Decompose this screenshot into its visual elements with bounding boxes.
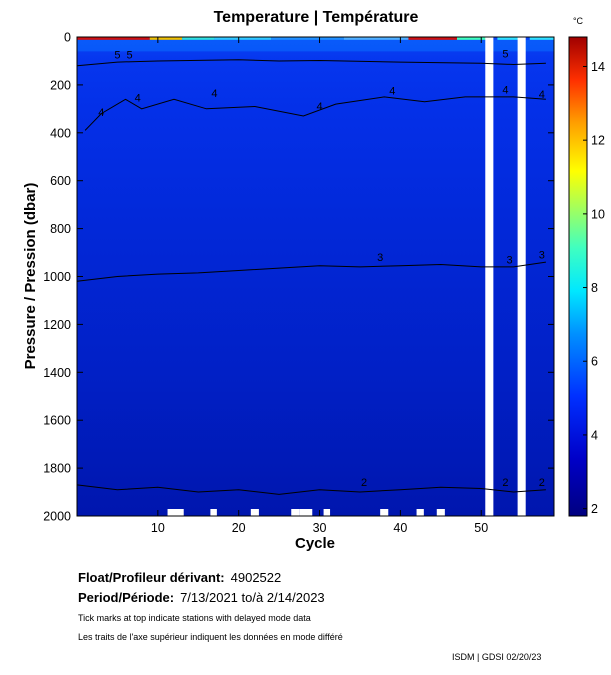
colorbar-tick-label: 12 [591,134,605,148]
delayed-mode-note-en: Tick marks at top indicate stations with… [78,613,311,623]
colorbar-tick-label: 8 [591,281,598,295]
x-tick-label: 40 [393,521,407,535]
surface-band [271,37,344,40]
y-tick-label: 2000 [43,510,71,524]
colorbar-tick-label: 4 [591,428,598,442]
contour-label: 3 [377,252,383,264]
period-line: Period/Période: 7/13/2021 to/à 2/14/2023 [78,590,325,605]
plot-area: 5 544 444 4 453 3 32 2 2 [77,37,554,516]
surface-band [77,37,150,40]
missing-cycles [485,37,526,516]
surface-warm-layer [77,37,554,52]
upper-layer-band [77,39,554,52]
y-tick-label: 0 [64,31,71,45]
bottom-mark [436,509,445,516]
contour-label: 2 [539,477,545,489]
y-tick-label: 1200 [43,318,71,332]
bottom-mark [250,509,259,516]
surface-band [214,37,272,40]
y-tick-label: 1800 [43,462,71,476]
colorbar-scale [568,36,588,517]
y-tick-label: 1600 [43,414,71,428]
contour-label: 4 [135,93,141,105]
x-tick-label: 30 [313,521,327,535]
colorbar-tick-label: 2 [591,502,598,516]
surface-band [343,37,409,40]
bottom-mark [416,509,424,516]
y-axis-label: Pressure / Pression (dbar) [22,183,39,370]
colorbar-ticks: 2 4 6 8 10 12 14 [583,60,605,516]
bottom-mark [380,509,389,516]
y-tick-label: 800 [50,222,71,236]
bottom-mark [210,509,217,516]
contour-label: 4 [502,84,508,96]
colorbar: °C 2 4 6 8 10 12 14 [568,16,605,517]
float-value: 4902522 [230,570,282,585]
isotherm-4 [84,96,546,131]
contour-labels: 5 544 444 4 453 3 32 2 2 [98,48,545,489]
surface-band [149,37,183,40]
y-tick-label: 400 [50,126,71,140]
surface-band [408,37,457,40]
bottom-mark [167,509,176,516]
period-label: Period/Période: [78,590,175,605]
surface-band [497,37,522,40]
colorbar-tick-label: 6 [591,355,598,369]
delayed-mode-note-fr: Les traits de l'axe supérieur indiquent … [78,632,343,642]
contour-label: 3 [539,250,545,262]
temperature-field [77,37,554,516]
colorbar-unit: °C [573,16,584,26]
contour-label: 4 [98,107,104,119]
y-tick-label: 1000 [43,270,71,284]
missing-cycle-gap [517,37,526,516]
contour-label: 2 [361,477,367,489]
bottom-mark [174,509,184,516]
isotherm-5 [77,59,546,67]
bottom-mark [323,509,331,516]
y-tick-label: 200 [50,78,71,92]
surface-band [182,37,215,40]
contour-label: 4 [211,88,217,100]
contour-label: 4 [389,85,395,97]
contour-label: 2 [502,477,508,489]
x-tick-label: 10 [151,521,165,535]
isotherm-contours [77,59,546,495]
contour-label: 4 [539,89,545,101]
contour-label: 5 [126,50,132,62]
contour-label: 4 [316,101,322,113]
contour-label: 5 [502,48,508,60]
x-tick-label: 50 [474,521,488,535]
missing-cycle-gap [485,37,494,516]
colorbar-tick-label: 14 [591,60,605,74]
x-axis-label: Cycle [295,535,335,552]
contour-label: 3 [506,254,512,266]
y-tick-label: 600 [50,174,71,188]
x-axis: 10 20 30 40 50 [151,37,488,535]
x-tick-label: 20 [232,521,246,535]
y-tick-label: 1400 [43,366,71,380]
bottom-mark [291,509,300,516]
y-axis: 0 200 400 600 800 1000 1200 1400 1600 1800 2000 [43,31,554,524]
period-value: 7/13/2021 to/à 2/14/2023 [180,590,325,605]
bottom-data-marks [167,509,445,516]
isotherm-3 [77,261,546,282]
isotherm-2 [77,484,546,495]
colorbar-tick-label: 10 [591,207,605,221]
chart-title: Temperature | Température [214,9,419,26]
surface-band [529,37,554,40]
contour-label: 5 [114,50,120,62]
bottom-mark [299,509,313,516]
float-label: Float/Profileur dérivant: [78,570,225,585]
surface-band [456,37,490,40]
credit-stamp: ISDM | GDSI 02/20/23 [452,652,542,662]
float-id-line: Float/Profileur dérivant: 4902522 [78,570,281,585]
